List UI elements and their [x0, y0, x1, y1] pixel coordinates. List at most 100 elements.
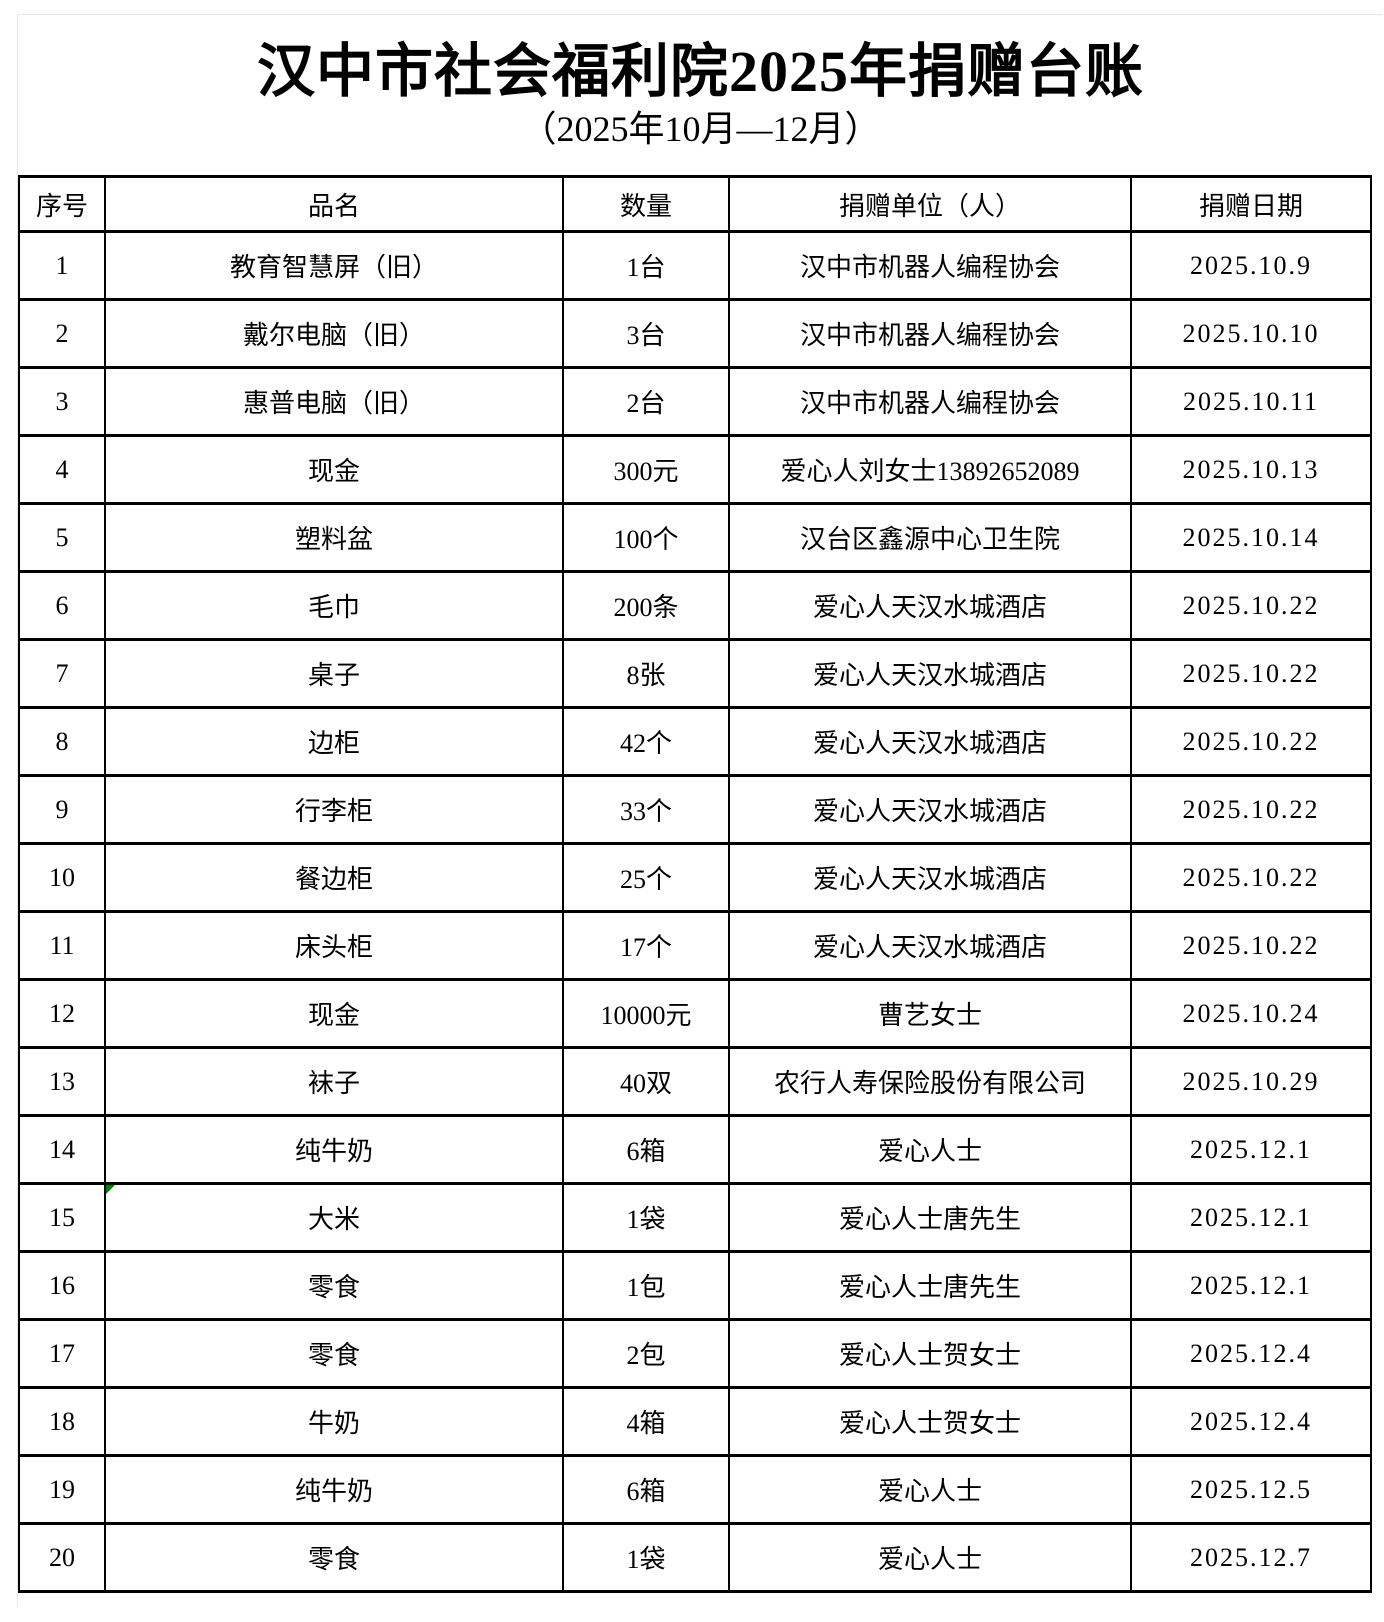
date-cell[interactable]: 2025.12.1: [1130, 1114, 1372, 1185]
quantity-cell[interactable]: 33个: [562, 774, 730, 845]
serial-cell[interactable]: 17: [18, 1318, 106, 1389]
donor-cell[interactable]: 爱心人天汉水城酒店: [728, 706, 1132, 777]
date-cell[interactable]: 2025.12.1: [1130, 1182, 1372, 1253]
date-cell[interactable]: 2025.10.24: [1130, 978, 1372, 1049]
item-name-cell[interactable]: 桌子: [104, 638, 564, 709]
donor-cell[interactable]: 爱心人士唐先生: [728, 1182, 1132, 1253]
serial-cell[interactable]: 9: [18, 774, 106, 845]
donor-cell[interactable]: 汉中市机器人编程协会: [728, 298, 1132, 369]
serial-cell[interactable]: 16: [18, 1250, 106, 1321]
date-cell[interactable]: 2025.10.22: [1130, 842, 1372, 913]
header-cell-serial[interactable]: 序号: [18, 175, 106, 233]
header-cell-donor[interactable]: 捐赠单位（人）: [728, 175, 1132, 233]
quantity-cell[interactable]: 6箱: [562, 1454, 730, 1525]
quantity-cell[interactable]: 2台: [562, 366, 730, 437]
serial-cell[interactable]: 2: [18, 298, 106, 369]
item-name-cell[interactable]: 袜子: [104, 1046, 564, 1117]
serial-cell[interactable]: 8: [18, 706, 106, 777]
quantity-cell[interactable]: 300元: [562, 434, 730, 505]
serial-cell[interactable]: 5: [18, 502, 106, 573]
header-cell-item[interactable]: 品名: [104, 175, 564, 233]
quantity-cell[interactable]: 1袋: [562, 1182, 730, 1253]
serial-cell[interactable]: 4: [18, 434, 106, 505]
quantity-cell[interactable]: 8张: [562, 638, 730, 709]
quantity-cell[interactable]: 200条: [562, 570, 730, 641]
item-name-cell[interactable]: 教育智慧屏（旧）: [104, 230, 564, 301]
serial-cell[interactable]: 11: [18, 910, 106, 981]
serial-cell[interactable]: 1: [18, 230, 106, 301]
serial-cell[interactable]: 13: [18, 1046, 106, 1117]
quantity-cell[interactable]: 3台: [562, 298, 730, 369]
donor-cell[interactable]: 爱心人天汉水城酒店: [728, 774, 1132, 845]
date-cell[interactable]: 2025.12.4: [1130, 1386, 1372, 1457]
quantity-cell[interactable]: 1台: [562, 230, 730, 301]
header-cell-quantity[interactable]: 数量: [562, 175, 730, 233]
donor-cell[interactable]: 汉中市机器人编程协会: [728, 230, 1132, 301]
item-name-cell[interactable]: 零食: [104, 1250, 564, 1321]
serial-cell[interactable]: 14: [18, 1114, 106, 1185]
date-cell[interactable]: 2025.12.1: [1130, 1250, 1372, 1321]
item-name-cell[interactable]: 纯牛奶: [104, 1114, 564, 1185]
donor-cell[interactable]: 爱心人士: [728, 1454, 1132, 1525]
item-name-cell[interactable]: 惠普电脑（旧）: [104, 366, 564, 437]
serial-cell[interactable]: 6: [18, 570, 106, 641]
item-name-cell[interactable]: 餐边柜: [104, 842, 564, 913]
donor-cell[interactable]: 爱心人士: [728, 1522, 1132, 1593]
quantity-cell[interactable]: 25个: [562, 842, 730, 913]
quantity-cell[interactable]: 10000元: [562, 978, 730, 1049]
quantity-cell[interactable]: 42个: [562, 706, 730, 777]
donor-cell[interactable]: 爱心人士: [728, 1114, 1132, 1185]
serial-cell[interactable]: 18: [18, 1386, 106, 1457]
header-cell-date[interactable]: 捐赠日期: [1130, 175, 1372, 233]
item-name-cell[interactable]: 边柜: [104, 706, 564, 777]
date-cell[interactable]: 2025.10.22: [1130, 638, 1372, 709]
donor-cell[interactable]: 爱心人士贺女士: [728, 1318, 1132, 1389]
donor-cell[interactable]: 农行人寿保险股份有限公司: [728, 1046, 1132, 1117]
item-name-cell[interactable]: 塑料盆: [104, 502, 564, 573]
date-cell[interactable]: 2025.12.5: [1130, 1454, 1372, 1525]
serial-cell[interactable]: 7: [18, 638, 106, 709]
item-name-cell[interactable]: 牛奶: [104, 1386, 564, 1457]
date-cell[interactable]: 2025.10.22: [1130, 910, 1372, 981]
date-cell[interactable]: 2025.10.13: [1130, 434, 1372, 505]
quantity-cell[interactable]: 1包: [562, 1250, 730, 1321]
quantity-cell[interactable]: 4箱: [562, 1386, 730, 1457]
item-name-cell[interactable]: 纯牛奶: [104, 1454, 564, 1525]
donor-cell[interactable]: 汉中市机器人编程协会: [728, 366, 1132, 437]
date-cell[interactable]: 2025.12.4: [1130, 1318, 1372, 1389]
donor-cell[interactable]: 爱心人士贺女士: [728, 1386, 1132, 1457]
item-name-cell[interactable]: 行李柜: [104, 774, 564, 845]
date-cell[interactable]: 2025.10.14: [1130, 502, 1372, 573]
donor-cell[interactable]: 曹艺女士: [728, 978, 1132, 1049]
serial-cell[interactable]: 15: [18, 1182, 106, 1253]
donor-cell[interactable]: 爱心人天汉水城酒店: [728, 638, 1132, 709]
date-cell[interactable]: 2025.10.22: [1130, 774, 1372, 845]
quantity-cell[interactable]: 1袋: [562, 1522, 730, 1593]
donor-cell[interactable]: 汉台区鑫源中心卫生院: [728, 502, 1132, 573]
donor-cell[interactable]: 爱心人刘女士13892652089: [728, 434, 1132, 505]
donor-cell[interactable]: 爱心人天汉水城酒店: [728, 910, 1132, 981]
serial-cell[interactable]: 20: [18, 1522, 106, 1593]
date-cell[interactable]: 2025.10.29: [1130, 1046, 1372, 1117]
quantity-cell[interactable]: 17个: [562, 910, 730, 981]
serial-cell[interactable]: 19: [18, 1454, 106, 1525]
item-name-cell[interactable]: 大米: [104, 1182, 564, 1253]
date-cell[interactable]: 2025.10.22: [1130, 570, 1372, 641]
item-name-cell[interactable]: 现金: [104, 978, 564, 1049]
date-cell[interactable]: 2025.10.11: [1130, 366, 1372, 437]
donor-cell[interactable]: 爱心人天汉水城酒店: [728, 570, 1132, 641]
item-name-cell[interactable]: 零食: [104, 1318, 564, 1389]
item-name-cell[interactable]: 戴尔电脑（旧）: [104, 298, 564, 369]
quantity-cell[interactable]: 40双: [562, 1046, 730, 1117]
quantity-cell[interactable]: 100个: [562, 502, 730, 573]
serial-cell[interactable]: 3: [18, 366, 106, 437]
quantity-cell[interactable]: 6箱: [562, 1114, 730, 1185]
date-cell[interactable]: 2025.10.10: [1130, 298, 1372, 369]
donor-cell[interactable]: 爱心人天汉水城酒店: [728, 842, 1132, 913]
quantity-cell[interactable]: 2包: [562, 1318, 730, 1389]
item-name-cell[interactable]: 零食: [104, 1522, 564, 1593]
date-cell[interactable]: 2025.10.22: [1130, 706, 1372, 777]
serial-cell[interactable]: 12: [18, 978, 106, 1049]
item-name-cell[interactable]: 毛巾: [104, 570, 564, 641]
date-cell[interactable]: 2025.12.7: [1130, 1522, 1372, 1593]
